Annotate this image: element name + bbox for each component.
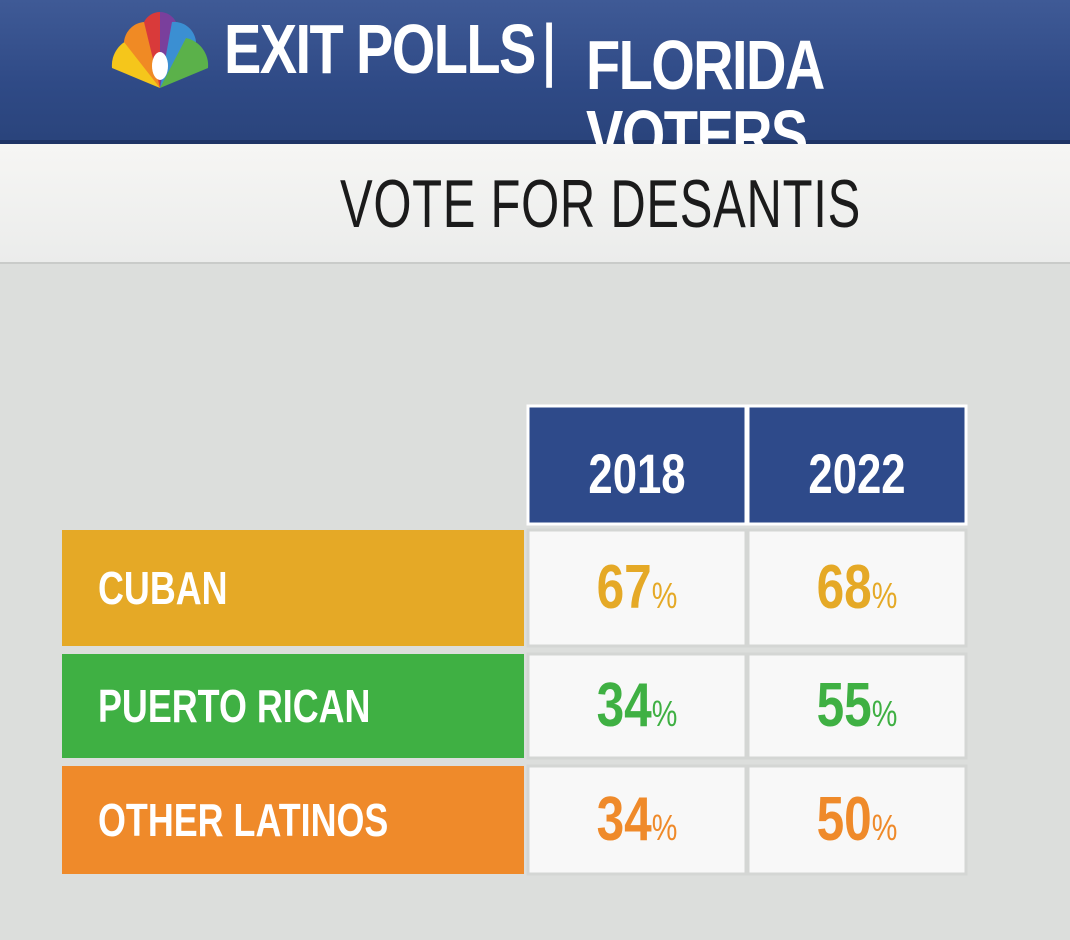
value-puerto-rican-2022: 55%	[816, 671, 898, 740]
row-label-cell-other-latinos	[62, 766, 524, 874]
value-cell-puerto-rican-2022	[746, 652, 968, 760]
chart-title: VOTE FOR DESANTIS	[340, 166, 861, 242]
value-cuban-2022: 68%	[816, 553, 898, 622]
header-exit-polls: EXIT POLLS	[224, 10, 536, 88]
row-label-other-latinos: OTHER LATINOS	[98, 794, 389, 846]
column-header-2018: 2018	[588, 442, 686, 505]
row-label-cell-cuban	[62, 530, 524, 646]
value-cell-other-latinos-2022	[746, 764, 968, 876]
column-header-cell-2022	[746, 404, 968, 526]
value-puerto-rican-2018: 34%	[596, 671, 678, 740]
value-cell-cuban-2022	[746, 528, 968, 648]
value-cell-cuban-2018	[526, 528, 748, 648]
value-cell-other-latinos-2018	[526, 764, 748, 876]
value-other-latinos-2018: 34%	[596, 785, 678, 854]
column-header-cell-2018	[526, 404, 748, 526]
value-cuban-2018: 67%	[596, 553, 678, 622]
value-other-latinos-2022: 50%	[816, 785, 898, 854]
row-label-cuban: CUBAN	[98, 562, 228, 614]
row-label-cell-puerto-rican	[62, 654, 524, 758]
value-cell-puerto-rican-2018	[526, 652, 748, 760]
header-divider: |	[540, 10, 559, 88]
column-header-2022: 2022	[808, 442, 906, 505]
peacock-logo-icon	[111, 12, 209, 89]
row-label-puerto-rican: PUERTO RICAN	[98, 680, 371, 732]
subtitle-band	[0, 144, 1070, 264]
